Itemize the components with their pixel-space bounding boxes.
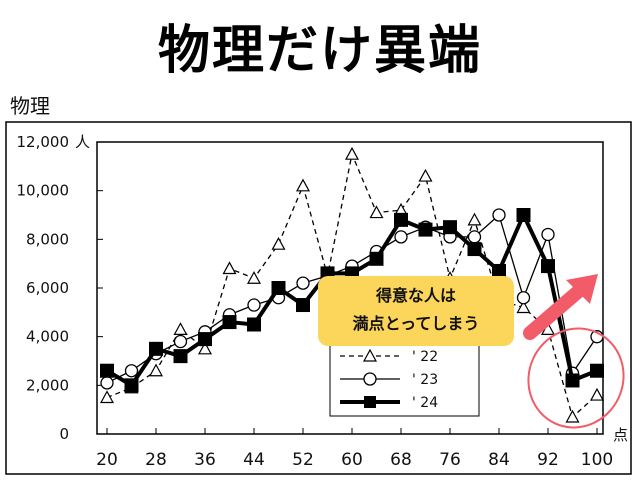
data-point-square xyxy=(296,298,310,313)
data-point-circle xyxy=(394,230,408,244)
x-tick-label: 44 xyxy=(243,450,265,470)
data-point-square xyxy=(369,251,384,266)
series-group xyxy=(100,208,604,393)
data-point-circle xyxy=(100,376,114,390)
data-point-triangle xyxy=(295,178,311,192)
data-point-triangle xyxy=(271,236,286,250)
x-tick-label: 92 xyxy=(537,450,559,470)
data-point-triangle xyxy=(565,409,580,423)
x-tick-label: 76 xyxy=(439,450,461,470)
trend-arrow-head xyxy=(566,274,598,304)
data-point-circle xyxy=(492,208,506,222)
data-point-square xyxy=(541,259,555,274)
y-tick-label: 12,000 xyxy=(17,133,70,151)
data-point-triangle xyxy=(418,168,433,182)
headline-title: 物理だけ異端 xyxy=(157,21,482,81)
data-point-square xyxy=(247,317,261,332)
legend-label: ' 24 xyxy=(412,395,438,411)
data-point-square xyxy=(590,363,604,378)
callout-box: 得意な人は 満点とってしまう xyxy=(318,276,514,346)
data-point-circle xyxy=(124,364,139,378)
data-point-square xyxy=(271,281,286,295)
data-point-square xyxy=(149,341,163,356)
data-point-circle xyxy=(363,372,377,386)
data-point-square xyxy=(198,332,212,347)
data-point-square xyxy=(173,349,188,364)
x-tick-label: 28 xyxy=(145,450,167,470)
data-point-circle xyxy=(541,227,555,242)
data-point-triangle xyxy=(362,348,378,362)
data-point-square xyxy=(124,378,139,393)
series-layer xyxy=(99,146,605,423)
legend-label: ' 22 xyxy=(412,349,438,365)
data-point-square xyxy=(394,212,408,227)
y-tick-label: 8,000 xyxy=(26,230,69,248)
x-tick-label: 84 xyxy=(488,450,510,470)
data-point-square xyxy=(492,263,506,278)
callout-line2: 満点とってしまう xyxy=(352,314,480,333)
x-tick-label: 20 xyxy=(96,450,118,470)
y-tick-label: 4,000 xyxy=(26,328,69,346)
data-point-triangle xyxy=(173,322,188,335)
y-axis: 0 2,000 4,000 6,000 8,000 10,000 12,000 人 xyxy=(17,133,103,443)
legend-label: ' 23 xyxy=(412,372,438,388)
data-point-triangle xyxy=(246,271,262,284)
data-point-triangle xyxy=(516,300,531,314)
data-point-triangle xyxy=(369,205,384,219)
data-point-square xyxy=(443,220,457,235)
y-unit-label: 人 xyxy=(75,133,90,151)
callout-line1: 得意な人は xyxy=(375,286,456,305)
data-point-triangle xyxy=(467,212,482,226)
y-tick-label: 6,000 xyxy=(26,279,69,297)
x-tick-label: 36 xyxy=(194,450,216,470)
data-point-square xyxy=(516,208,531,222)
data-point-square xyxy=(418,222,433,237)
y-tick-label: 0 xyxy=(59,425,69,443)
data-point-circle xyxy=(516,291,531,305)
data-point-circle xyxy=(467,230,482,244)
data-point-square xyxy=(467,242,482,257)
x-tick-label: 100 xyxy=(581,450,613,470)
x-tick-label: 52 xyxy=(292,450,314,470)
data-point-circle xyxy=(173,334,188,349)
subject-label: 物理 xyxy=(10,94,50,118)
data-point-square xyxy=(565,373,580,388)
y-tick-label: 2,000 xyxy=(26,376,69,394)
data-point-triangle xyxy=(99,390,115,404)
x-tick-label: 60 xyxy=(341,450,363,470)
data-point-circle xyxy=(296,276,310,290)
highlight-overlay xyxy=(523,274,625,429)
x-unit-label: 点 xyxy=(613,426,628,444)
data-point-triangle xyxy=(148,363,164,377)
x-tick-label: 68 xyxy=(390,450,412,470)
data-point-square xyxy=(100,363,114,378)
data-point-triangle xyxy=(344,146,360,160)
highlight-ring xyxy=(527,327,625,429)
y-tick-label: 10,000 xyxy=(17,182,70,200)
data-point-square xyxy=(364,396,376,408)
data-point-triangle xyxy=(197,341,213,355)
legend: ' 22 ' 23 ' 24 xyxy=(329,342,480,417)
trend-arrow-shaft xyxy=(523,283,587,340)
data-point-circle xyxy=(247,298,261,312)
data-point-triangle xyxy=(222,261,237,275)
data-point-square xyxy=(222,315,237,330)
data-point-triangle xyxy=(589,387,605,401)
